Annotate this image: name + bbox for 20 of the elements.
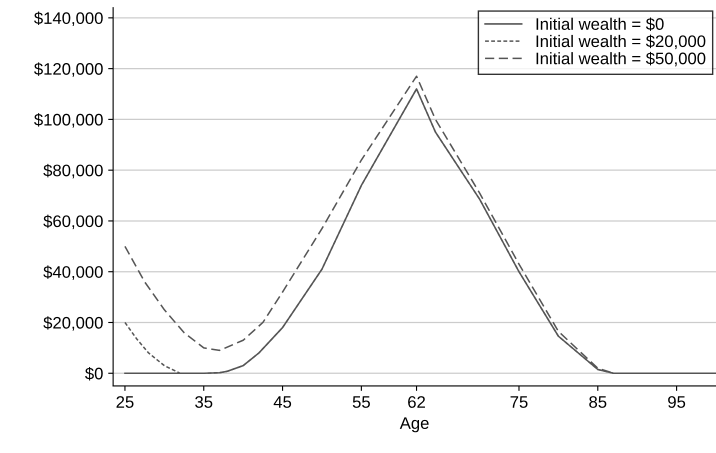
- y-tick-label: $40,000: [43, 265, 103, 280]
- y-tick-label: $0: [85, 366, 103, 380]
- legend-label: Initial wealth = $50,000: [536, 52, 706, 66]
- x-tick-label: 45: [274, 396, 292, 408]
- y-tick-label: $80,000: [43, 164, 103, 178]
- y-tick-label: $140,000: [34, 12, 103, 26]
- x-tick-label: 55: [352, 396, 370, 408]
- x-axis-title: Age: [400, 417, 429, 432]
- x-tick-label: 62: [408, 396, 425, 408]
- y-tick-label: $120,000: [34, 62, 103, 77]
- y-tick-label: $20,000: [43, 316, 103, 331]
- x-tick-label: 75: [510, 396, 528, 408]
- x-tick-label: 95: [668, 396, 686, 408]
- legend-label: Initial wealth = $0: [536, 17, 664, 31]
- legend-label: Initial wealth = $20,000: [536, 34, 706, 50]
- x-tick-label: 25: [116, 396, 134, 408]
- y-tick-label: $60,000: [43, 214, 103, 230]
- y-tick-label: $100,000: [34, 113, 103, 128]
- x-tick-label: 35: [195, 396, 212, 408]
- x-tick-label: 85: [589, 396, 606, 408]
